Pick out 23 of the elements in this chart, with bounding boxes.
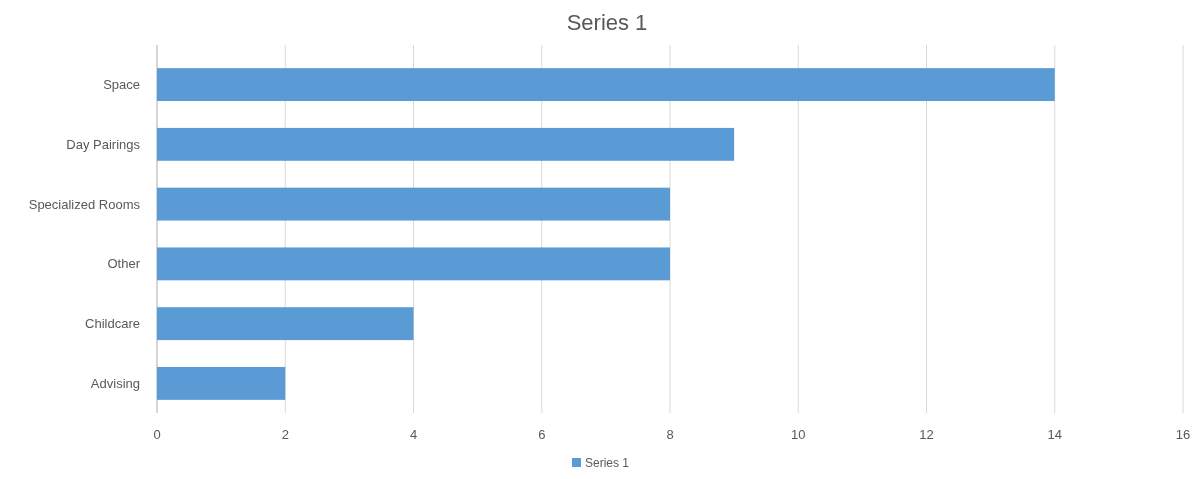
y-tick-label: Specialized Rooms (28, 196, 141, 212)
bar (157, 307, 414, 341)
bar (157, 68, 1055, 102)
x-tick-label: 14 (1047, 427, 1062, 442)
x-tick-label: 12 (919, 427, 934, 442)
y-tick-label: Advising (90, 375, 140, 391)
x-tick-label: 2 (281, 427, 289, 442)
bar (157, 247, 670, 281)
x-tick-label: 10 (791, 427, 806, 442)
x-tick-label: 16 (1175, 427, 1191, 442)
x-tick-label: 4 (409, 427, 418, 442)
chart-title: Series 1 (566, 10, 648, 35)
x-tick-label: 0 (153, 427, 161, 442)
legend-label: Series 1 (585, 456, 630, 470)
y-tick-label: Space (103, 77, 140, 93)
x-tick-label: 8 (666, 427, 674, 442)
y-tick-label: Childcare (85, 316, 140, 332)
bar (157, 187, 670, 221)
x-tick-label: 6 (538, 427, 546, 442)
bar (157, 366, 286, 400)
y-tick-label: Day Pairings (66, 136, 141, 152)
bar (157, 127, 735, 161)
y-tick-label: Other (107, 256, 141, 272)
